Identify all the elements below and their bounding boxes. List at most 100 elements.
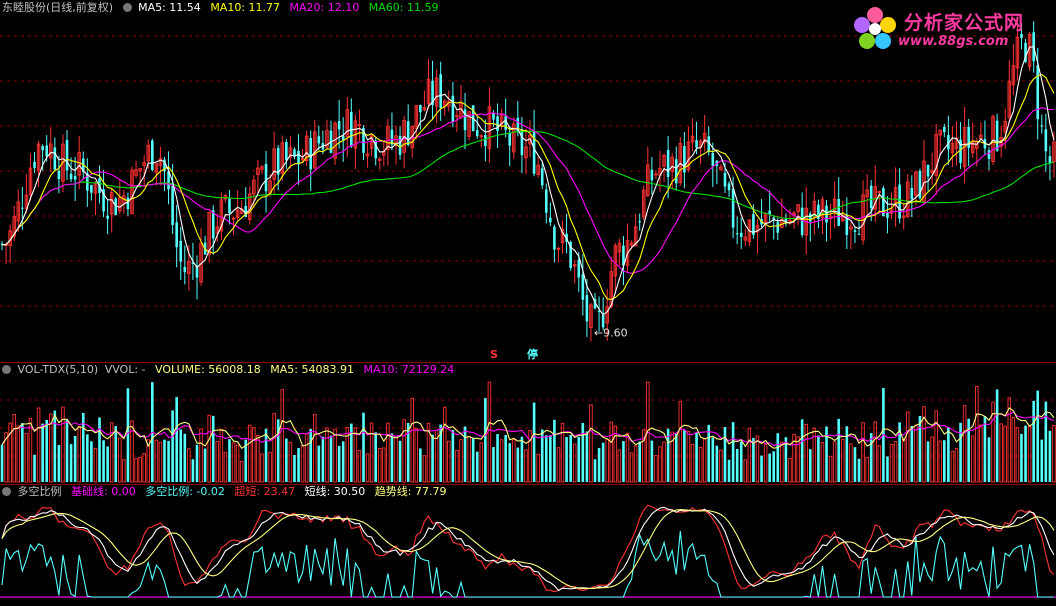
settings-dot-icon[interactable] [2,365,11,374]
candle-body [508,132,512,146]
volume-bar [199,428,203,483]
candle-body [991,116,995,162]
candle-body [235,209,240,219]
volume-bar [768,453,771,482]
settings-dot-icon[interactable] [2,487,11,496]
trend-label: 趋势线: 77.79 [374,485,447,498]
volume-bar [743,459,748,483]
volume-bar [532,402,536,482]
settings-dot-icon[interactable] [122,3,132,12]
trend-line [1,509,1055,590]
candle-body [739,232,743,237]
candle-body [869,185,873,209]
candle-body [288,147,293,158]
volume-bar [800,419,804,482]
volume-bar [61,406,65,483]
candle-body [808,213,812,222]
volume-bar [126,388,130,482]
candle-body [1007,80,1012,118]
candle-body [901,215,906,219]
candle-body [309,137,313,170]
volume-bar [918,415,922,482]
candle-body [374,140,377,159]
volume-bar [629,452,634,483]
volume-bar [825,426,828,482]
volume-chart[interactable] [0,362,1056,484]
candle-body [1003,121,1007,133]
candle-body [163,159,166,172]
volume-bar [581,422,585,482]
volume-bar [69,444,73,482]
candle-body [455,115,459,118]
candle-body [215,226,220,234]
volume-bar [731,422,735,482]
candle-body [65,139,69,171]
indicator-chart[interactable] [0,484,1056,606]
candle-body [260,166,264,170]
volume-bar [382,447,386,483]
volume-bar [869,433,873,482]
volume-bar [419,448,422,482]
candle-body [126,197,130,210]
candle-body [601,315,605,328]
volume-bar [138,456,142,483]
volume-bar [804,424,808,483]
volume-bar [109,422,114,483]
volume-bar [337,445,341,482]
volume-pane[interactable]: VOL-TDX(5,10) VVOL: - VOLUME: 56008.18 M… [0,362,1056,484]
candle-body [297,150,300,165]
candle-body [102,189,105,212]
volume-bar [447,440,451,483]
volume-bar [244,439,248,482]
volume-bar [154,439,159,483]
volume-bar [1007,397,1012,483]
volume-bar [248,424,252,483]
volume-bar [747,427,752,483]
candle-body [970,141,975,154]
volume-bar [796,436,800,483]
candle-body [597,311,601,313]
volume-bar [788,458,792,483]
volume-bar [374,432,377,482]
volume-bar [297,447,300,482]
volume-bar [609,421,614,483]
candle-body [752,214,755,235]
volume-bar [215,441,220,483]
volume-bar [828,455,833,483]
volume-label: VOLUME: 56008.18 [155,363,261,376]
volume-bar [585,431,589,482]
volume-bar [1024,425,1027,482]
candle-body [496,116,499,131]
candle-body [520,129,524,156]
candle-body [882,188,885,217]
candle-body [796,204,800,213]
candle-body [540,168,544,186]
volume-bar [524,449,528,483]
volume-bar [633,445,638,483]
ma60-label: MA60: 11.59 [368,1,439,14]
candle-body [106,215,109,219]
ma10-label: MA10: 11.77 [210,1,281,14]
price-chart[interactable]: ←9.60 S 停 [0,0,1056,362]
logo: 分析家公式网 www.88gs.com [848,4,1048,54]
volume-bar [995,389,999,482]
volume-bar [402,419,406,483]
price-pane[interactable]: 东睦股份(日线,前复权) MA5: 11.54 MA10: 11.77 MA20… [0,0,1056,362]
candle-body [1044,129,1048,152]
candle-body [451,95,455,122]
candle-body [549,217,552,223]
candle-body [914,171,918,196]
candle-body [304,135,309,162]
candle-body [16,201,21,222]
volume-bar [893,441,898,483]
candle-body [293,149,296,157]
volume-header: VOL-TDX(5,10) VVOL: - VOLUME: 56008.18 M… [2,363,460,376]
indicator-pane[interactable]: 多空比例 基础线: 0.00 多空比例: -0.02 超短: 23.47 短线:… [0,484,1056,606]
candle-body [151,140,154,170]
volume-bar [81,412,85,482]
candle-body [402,120,406,153]
volume-bar [386,422,390,483]
volume-ma10-line [1,411,1055,447]
volume-bar [86,434,89,482]
candle-body [711,153,715,167]
